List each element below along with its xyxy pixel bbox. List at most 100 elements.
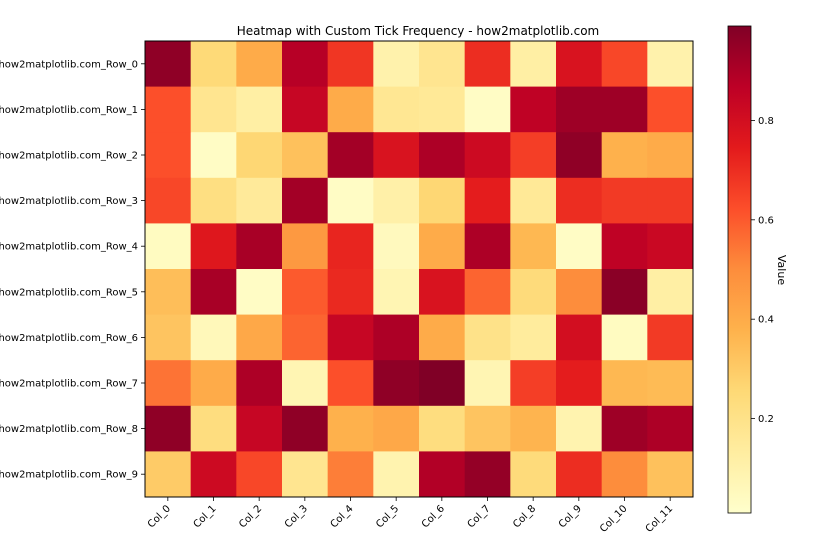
heatmap-cell (601, 132, 648, 179)
heatmap-cell (510, 41, 557, 88)
heatmap-cell (556, 314, 603, 361)
heatmap-cell (327, 223, 374, 270)
heatmap-cell (282, 451, 329, 498)
heatmap-cell (327, 314, 374, 361)
x-tick-label: Col_8 (511, 503, 538, 530)
heatmap-cell (556, 451, 603, 498)
heatmap-cell (601, 360, 648, 407)
y-tick-label: how2matplotlib.com_Row_9 (0, 470, 138, 481)
heatmap-cell (190, 451, 237, 498)
colorbar-tick-label: 0.4 (758, 315, 774, 326)
heatmap-cell (601, 451, 648, 498)
heatmap-cell (464, 314, 511, 361)
y-axis: how2matplotlib.com_Row_0 how2matplotlib.c… (0, 59, 145, 481)
heatmap-cell (236, 41, 283, 88)
heatmap-cell (556, 41, 603, 88)
x-axis: Col_0 Col_1 Col_2 Col_3 Col_4 Col_5 Col_6 Col_7… (146, 497, 675, 535)
heatmap-cell (282, 269, 329, 316)
heatmap-cell (556, 132, 603, 179)
heatmap-cells (145, 41, 694, 498)
heatmap-cell (327, 360, 374, 407)
heatmap-cell (464, 223, 511, 270)
x-tick-label: Col_1 (192, 503, 219, 530)
y-tick-label: how2matplotlib.com_Row_0 (0, 59, 138, 70)
heatmap-cell (464, 405, 511, 452)
x-tick-label: Col_5 (374, 503, 401, 530)
heatmap-cell (647, 451, 694, 498)
heatmap-cell (327, 132, 374, 179)
heatmap-cell (373, 41, 420, 88)
heatmap-cell (282, 405, 329, 452)
colorbar-tick-label: 0.8 (758, 116, 774, 127)
heatmap-cell (647, 86, 694, 133)
heatmap-cell (510, 177, 557, 224)
heatmap-cell (419, 41, 466, 88)
heatmap-cell (236, 360, 283, 407)
heatmap-cell (373, 451, 420, 498)
heatmap-cell (190, 360, 237, 407)
heatmap-cell (510, 132, 557, 179)
heatmap-cell (373, 405, 420, 452)
heatmap-cell (464, 86, 511, 133)
heatmap-cell (464, 41, 511, 88)
y-tick-label: how2matplotlib.com_Row_3 (0, 196, 138, 207)
heatmap-cell (145, 86, 192, 133)
heatmap-cell (464, 360, 511, 407)
x-tick-label: Col_0 (146, 503, 173, 530)
heatmap-cell (419, 177, 466, 224)
heatmap-cell (145, 132, 192, 179)
heatmap-cell (190, 269, 237, 316)
heatmap-cell (647, 269, 694, 316)
heatmap-cell (373, 177, 420, 224)
heatmap-cell (601, 223, 648, 270)
y-tick-label: how2matplotlib.com_Row_7 (0, 379, 138, 390)
heatmap-cell (556, 86, 603, 133)
heatmap-cell (556, 177, 603, 224)
colorbar-axis: 0.2 0.4 0.6 0.8 (751, 116, 774, 425)
heatmap-cell (236, 223, 283, 270)
heatmap-cell (419, 360, 466, 407)
heatmap-cell (647, 360, 694, 407)
chart-title: Heatmap with Custom Tick Frequency - how… (237, 24, 599, 38)
heatmap-cell (510, 405, 557, 452)
colorbar-label: Value (775, 255, 788, 285)
heatmap-cell (145, 314, 192, 361)
colorbar-tick-label: 0.2 (758, 414, 774, 425)
heatmap-cell (373, 269, 420, 316)
y-tick-label: how2matplotlib.com_Row_4 (0, 242, 138, 253)
heatmap-cell (510, 314, 557, 361)
heatmap-cell (282, 223, 329, 270)
heatmap-cell (236, 451, 283, 498)
heatmap-cell (373, 314, 420, 361)
heatmap-cell (145, 41, 192, 88)
heatmap-cell (601, 269, 648, 316)
heatmap-cell (601, 314, 648, 361)
heatmap-cell (373, 132, 420, 179)
heatmap-cell (419, 405, 466, 452)
y-tick-label: how2matplotlib.com_Row_2 (0, 151, 138, 162)
heatmap-cell (190, 177, 237, 224)
heatmap-cell (647, 177, 694, 224)
heatmap-cell (373, 223, 420, 270)
heatmap-cell (601, 41, 648, 88)
x-tick-label: Col_3 (283, 503, 310, 530)
heatmap-cell (419, 269, 466, 316)
heatmap-cell (145, 223, 192, 270)
heatmap-cell (373, 360, 420, 407)
heatmap-cell (190, 314, 237, 361)
heatmap-cell (647, 223, 694, 270)
heatmap-cell (236, 86, 283, 133)
heatmap-cell (282, 314, 329, 361)
heatmap-cell (647, 314, 694, 361)
heatmap-cell (190, 405, 237, 452)
heatmap-cell (647, 132, 694, 179)
heatmap-cell (556, 360, 603, 407)
heatmap-cell (464, 451, 511, 498)
y-tick-label: how2matplotlib.com_Row_6 (0, 333, 138, 344)
heatmap-cell (510, 451, 557, 498)
heatmap-cell (190, 41, 237, 88)
heatmap-cell (464, 177, 511, 224)
x-tick-label: Col_7 (466, 503, 493, 530)
heatmap-cell (145, 451, 192, 498)
